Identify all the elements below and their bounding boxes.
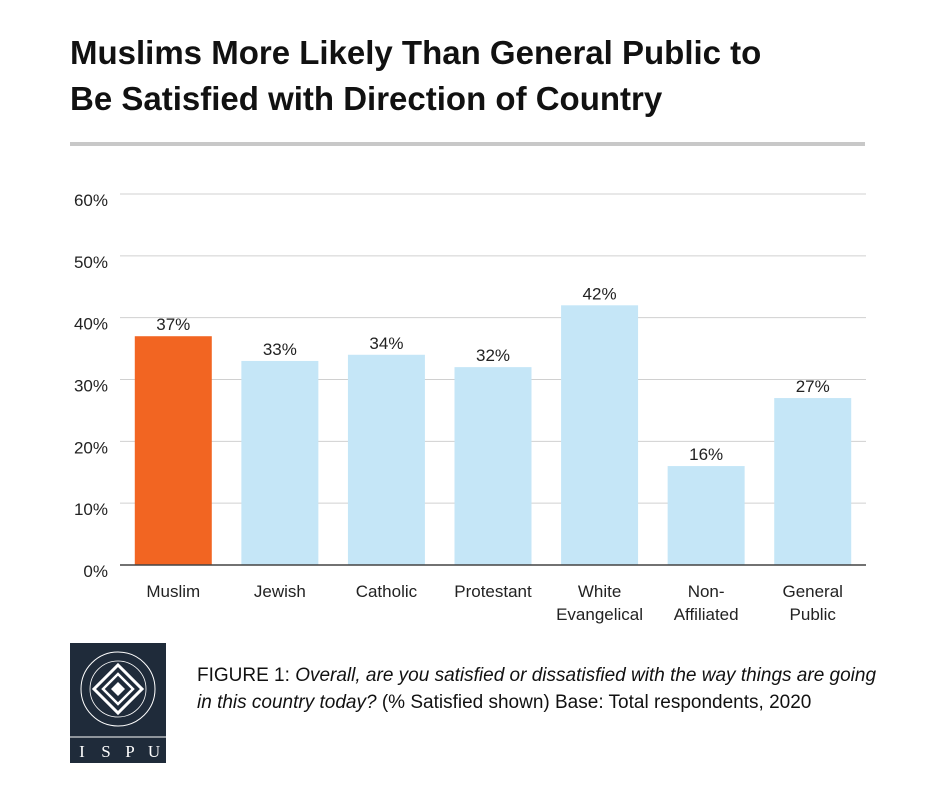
figure-label: FIGURE 1 [197, 665, 285, 686]
ispu-logo: I S P U [70, 643, 166, 763]
bar-value-label: 32% [476, 346, 510, 365]
bar [667, 466, 745, 565]
logo-letter-p: P [125, 742, 134, 761]
y-tick-label: 50% [74, 253, 108, 272]
logo-diamond-inner [111, 682, 125, 696]
category-label: White Evangelical [556, 582, 643, 624]
bar-value-label: 42% [583, 284, 617, 303]
x-axis-tick-labels: Muslim Jewish Catholic Protestant White Evang… [146, 582, 843, 624]
bar-value-label: 16% [689, 445, 723, 464]
y-tick-label: 30% [74, 377, 108, 396]
caption-base-note: (% Satisfied shown) Base: Total responde… [376, 692, 812, 713]
chart-title-line-2: Be Satisfied with Direction of Country [70, 80, 663, 117]
y-tick-label: 20% [74, 438, 108, 457]
bar [241, 360, 319, 565]
logo-letter-s: S [101, 742, 110, 761]
category-label: General Public [782, 582, 842, 624]
bar-value-label: 33% [263, 340, 297, 359]
y-tick-label: 0% [83, 562, 108, 581]
category-label: Muslim [146, 582, 200, 601]
chart-title: Muslims More Likely Than General Public … [70, 30, 870, 122]
caption-separator: : [284, 665, 296, 686]
bar-value-label: 34% [369, 334, 403, 353]
bars [134, 305, 852, 565]
y-tick-label: 40% [74, 315, 108, 334]
logo-ring-outer [80, 651, 156, 727]
logo-letter-i: I [79, 742, 85, 761]
bar-value-label: 37% [156, 315, 190, 334]
logo-diamond-middle [101, 672, 135, 706]
bar-value-label: 27% [796, 377, 830, 396]
category-label: Non-Affiliated [674, 582, 739, 624]
category-label: Catholic [356, 582, 418, 601]
bar [561, 305, 639, 565]
logo-diamond-outer [91, 662, 145, 716]
y-axis-tick-labels: 0% 10% 20% 30% 40% 50% 60% [74, 191, 108, 581]
bar [454, 367, 532, 565]
figure-caption: FIGURE 1: Overall, are you satisfied or … [197, 662, 877, 716]
value-labels: 37% 33% 34% 32% 42% 16% 27% [156, 284, 829, 464]
bar [347, 354, 425, 565]
y-tick-label: 10% [74, 500, 108, 519]
title-divider [70, 142, 865, 146]
category-label: Protestant [454, 582, 532, 601]
bar [774, 398, 852, 565]
bar [134, 336, 212, 565]
survey-question: Overall, are you satisfied or dissatisfi… [197, 665, 877, 713]
y-tick-label: 60% [74, 191, 108, 210]
chart-title-line-1: Muslims More Likely Than General Public … [70, 34, 762, 71]
logo-ring-inner [89, 660, 147, 718]
category-label: Jewish [254, 582, 306, 601]
logo-letter-u: U [148, 742, 160, 761]
